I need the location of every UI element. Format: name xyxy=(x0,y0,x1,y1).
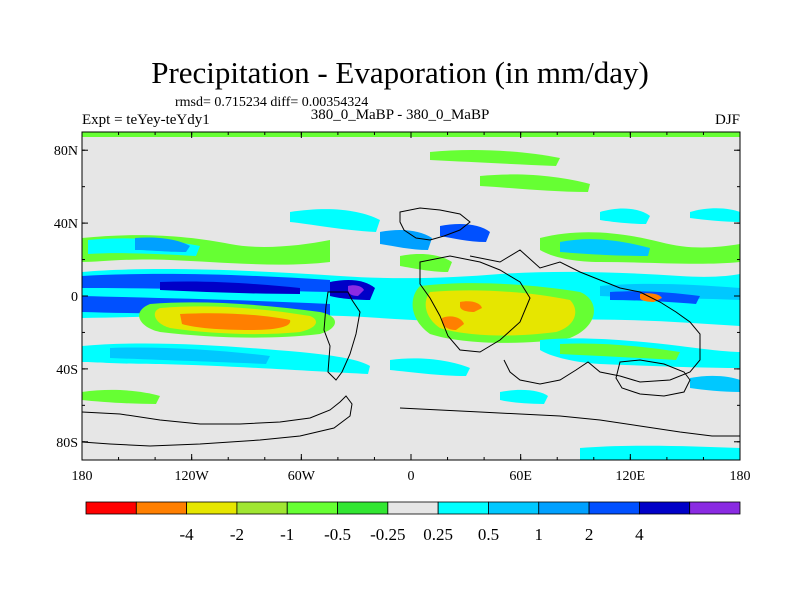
contour-region xyxy=(690,208,740,222)
y-tick-label: 0 xyxy=(71,290,78,305)
colorbar-swatch xyxy=(85,501,137,515)
y-tick-label: 40N xyxy=(54,217,78,232)
colorbar-label: 1 xyxy=(535,525,544,544)
colorbar-label: 2 xyxy=(585,525,594,544)
colorbar-swatch xyxy=(337,501,389,515)
colorbar-swatch xyxy=(538,501,590,515)
colorbar-swatch xyxy=(186,501,238,515)
contour-region xyxy=(600,208,650,224)
colorbar-label: -1 xyxy=(280,525,294,544)
experiment-label: Expt = teYey-teYdy1 xyxy=(82,112,210,128)
x-tick-label: 180 xyxy=(72,469,93,484)
contour-region xyxy=(110,347,270,364)
contour-region xyxy=(560,239,650,256)
contour-region xyxy=(425,290,576,336)
y-tick-label: 80N xyxy=(54,144,78,159)
continent-outlines xyxy=(82,207,740,447)
contour-region xyxy=(560,343,680,360)
colorbar-label: 0.5 xyxy=(478,525,499,544)
contour-region xyxy=(480,174,590,192)
colorbar-swatch xyxy=(488,501,540,515)
contour-region xyxy=(460,301,482,312)
colorbar-swatch xyxy=(236,501,288,515)
y-tick-label: 40S xyxy=(56,363,78,378)
x-tick-label: 180 xyxy=(730,469,751,484)
axes: 180 120W 60W 0 60E 120E 180 80N 40N 0 40S 80S xyxy=(54,132,751,484)
x-tick-label: 0 xyxy=(408,469,415,484)
colorbar-label: -0.5 xyxy=(324,525,351,544)
contour-region xyxy=(380,230,432,250)
colorbar-swatch xyxy=(689,501,741,515)
colorbar-label: 4 xyxy=(635,525,644,544)
colorbar-swatch xyxy=(135,501,188,515)
contour-region xyxy=(430,150,560,166)
y-tick-label: 80S xyxy=(56,436,78,451)
colorbar-label: -0.25 xyxy=(370,525,405,544)
x-tick-label: 120E xyxy=(616,469,646,484)
colorbar-label: -2 xyxy=(230,525,244,544)
contour-region xyxy=(180,313,291,330)
colorbar: -4 -2 -1 -0.5 -0.25 0.25 0.5 1 2 4 xyxy=(85,501,741,544)
colorbar-label: 0.25 xyxy=(423,525,453,544)
contour-region xyxy=(690,375,740,392)
colorbar-swatch xyxy=(588,501,640,515)
colorbar-swatch xyxy=(638,501,691,515)
x-tick-label: 120W xyxy=(175,469,210,484)
x-tick-label: 60W xyxy=(288,469,316,484)
contour-region xyxy=(390,358,470,376)
contour-region xyxy=(442,316,464,330)
comparison-label: 380_0_MaBP - 380_0_MaBP xyxy=(310,107,490,123)
contour-region xyxy=(440,224,490,242)
colorbar-swatch xyxy=(387,501,439,515)
contour-region xyxy=(500,389,548,404)
contour-region xyxy=(580,445,740,460)
contour-region xyxy=(82,389,160,404)
colorbar-swatch xyxy=(286,501,338,515)
colorbar-swatch xyxy=(437,501,489,515)
contour-region xyxy=(135,237,190,252)
contour-region xyxy=(160,281,300,294)
chart-title: Precipitation - Evaporation (in mm/day) xyxy=(151,55,649,90)
season-label: DJF xyxy=(714,112,740,128)
contour-region xyxy=(290,209,380,232)
colorbar-label: -4 xyxy=(180,525,195,544)
x-tick-label: 60E xyxy=(509,469,532,484)
contour-region xyxy=(348,285,364,296)
rmsd-diff-stats: rmsd= 0.715234 diff= 0.00354324 xyxy=(175,95,369,110)
